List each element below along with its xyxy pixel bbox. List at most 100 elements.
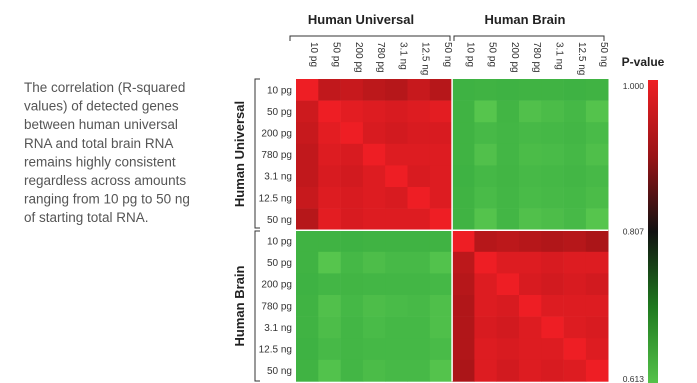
heatmap-cell <box>541 273 564 296</box>
heatmap-cell <box>318 316 341 339</box>
heatmap-cell <box>563 122 587 145</box>
heatmap-cell <box>519 208 542 231</box>
heatmap-cell <box>585 338 609 361</box>
heatmap-cell <box>496 165 520 188</box>
row-tick-label: 3.1 ng <box>264 323 292 334</box>
heatmap-cell <box>585 122 609 145</box>
heatmap-cell <box>563 251 587 274</box>
heatmap-cell <box>318 122 341 145</box>
heatmap-cell <box>563 79 587 101</box>
heatmap-cell <box>496 100 520 123</box>
heatmap-cell <box>385 338 408 361</box>
heatmap-cell <box>585 359 609 382</box>
heatmap-cell <box>429 273 453 296</box>
column-tick-label: 780 pg <box>531 42 542 73</box>
heatmap-cell <box>519 100 542 123</box>
heatmap-cell <box>585 208 609 231</box>
heatmap-cell <box>563 273 587 296</box>
description-line: between human universal <box>24 117 178 132</box>
row-tick-label: 10 pg <box>267 237 292 248</box>
row-tick-label: 3.1 ng <box>264 172 292 183</box>
heatmap-cell <box>407 187 431 209</box>
heatmap-cell <box>429 316 453 339</box>
heatmap-cell <box>362 295 386 317</box>
heatmap-cell <box>385 359 408 382</box>
description-line: of starting total RNA. <box>24 210 149 225</box>
heatmap-cell <box>563 208 587 231</box>
heatmap-cell <box>452 359 475 382</box>
heatmap-cell <box>541 230 564 253</box>
heatmap-cell <box>474 100 497 123</box>
heatmap-cell <box>541 359 564 382</box>
row-tick-label: 780 pg <box>261 301 292 312</box>
row-tick-label: 200 pg <box>261 129 292 140</box>
heatmap-cell <box>385 122 408 145</box>
left-bracket-human-brain <box>254 230 260 382</box>
row-tick-label: 12.5 ng <box>259 345 292 356</box>
heatmap-cell <box>452 208 475 231</box>
heatmap-cell <box>541 208 564 231</box>
heatmap-cell <box>296 316 319 339</box>
heatmap-cell <box>519 316 542 339</box>
heatmap-cell <box>452 187 475 209</box>
heatmap-cells <box>296 79 609 382</box>
heatmap-cell <box>340 230 364 253</box>
heatmap-cell <box>541 122 564 145</box>
heatmap-cell <box>385 100 408 123</box>
column-tick-labels: 10 pg 50 pg 200 pg 780 pg 3.1 ng 12.5 ng 50 ng… <box>308 42 609 75</box>
column-tick-label: 12.5 ng <box>420 42 431 75</box>
heatmap-cell <box>563 359 587 382</box>
heatmap-cell <box>340 338 364 361</box>
heatmap-cell <box>496 230 520 253</box>
heatmap-cell <box>585 251 609 274</box>
heatmap-cell <box>385 187 408 209</box>
heatmap-cell <box>519 79 542 101</box>
heatmap-cell <box>452 165 475 188</box>
heatmap-cell <box>429 295 453 317</box>
heatmap-cell <box>340 187 364 209</box>
left-group-label-human-universal: Human Universal <box>232 101 247 207</box>
heatmap-cell <box>340 79 364 101</box>
description-line: RNA and total brain RNA <box>24 136 173 151</box>
heatmap-cell <box>318 359 341 382</box>
description-line: remains highly consistent <box>24 154 176 169</box>
heatmap-cell <box>407 208 431 231</box>
heatmap-cell <box>385 208 408 231</box>
heatmap-cell <box>296 100 319 123</box>
heatmap-cell <box>318 338 341 361</box>
heatmap-cell <box>474 295 497 317</box>
heatmap-cell <box>296 208 319 231</box>
heatmap-cell <box>452 338 475 361</box>
heatmap-cell <box>362 79 386 101</box>
top-bracket-human-brain <box>453 35 605 41</box>
colorbar-ticks: 1.000 0.807 0.613 <box>623 81 645 383</box>
heatmap-cell <box>496 338 520 361</box>
heatmap-cell <box>407 316 431 339</box>
heatmap-cell <box>519 295 542 317</box>
heatmap-cell <box>585 187 609 209</box>
heatmap-cell <box>429 165 453 188</box>
heatmap-cell <box>340 143 364 166</box>
heatmap-cell <box>496 359 520 382</box>
colorbar-tick-label: 0.613 <box>623 374 645 383</box>
heatmap-cell <box>362 316 386 339</box>
heatmap-cell <box>407 122 431 145</box>
heatmap-cell <box>429 79 453 101</box>
heatmap-cell <box>474 251 497 274</box>
heatmap-cell <box>496 316 520 339</box>
row-tick-label: 50 ng <box>267 366 292 377</box>
colorbar-title: P-value <box>622 55 665 69</box>
heatmap-cell <box>385 295 408 317</box>
heatmap-cell <box>585 316 609 339</box>
heatmap-cell <box>296 187 319 209</box>
heatmap-cell <box>519 230 542 253</box>
heatmap-cell <box>296 79 319 101</box>
heatmap-cell <box>385 79 408 101</box>
heatmap-cell <box>563 165 587 188</box>
heatmap-cell <box>318 165 341 188</box>
heatmap-cell <box>452 251 475 274</box>
heatmap-cell <box>340 316 364 339</box>
heatmap-cell <box>585 273 609 296</box>
column-tick-label: 12.5 ng <box>576 42 587 75</box>
heatmap-cell <box>474 316 497 339</box>
